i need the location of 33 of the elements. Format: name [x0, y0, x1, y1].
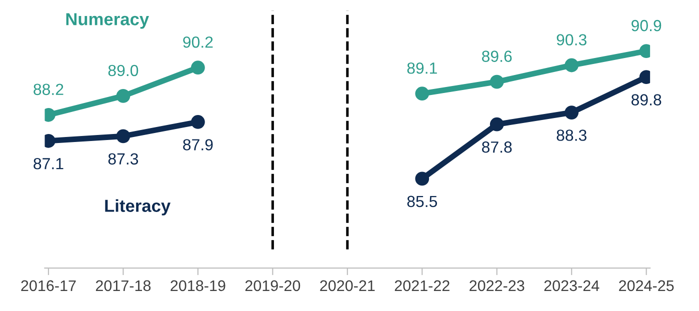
data-label: 89.6	[482, 50, 512, 62]
data-label: 88.3	[556, 130, 586, 141]
data-label: 85.5	[407, 196, 438, 208]
point	[116, 89, 130, 103]
data-label: 87.1	[34, 158, 64, 170]
x-tick-label: 2019-20	[245, 280, 300, 292]
point	[415, 86, 430, 101]
x-tick-label: 2018-19	[170, 280, 226, 292]
data-label: 87.9	[183, 139, 213, 150]
data-label: 88.2	[34, 84, 64, 96]
x-tick-label: 2017-18	[96, 280, 151, 292]
point	[415, 172, 430, 186]
point	[564, 106, 579, 120]
data-label: 87.8	[482, 141, 512, 153]
x-tick-label: 2024-25	[619, 280, 674, 292]
data-label: 89.8	[631, 94, 662, 106]
x-tick-label: 2022-23	[470, 280, 524, 292]
point	[190, 60, 205, 75]
data-label: 90.9	[632, 20, 662, 32]
x-tick-label: 2016-17	[21, 280, 76, 292]
text: Literacy	[105, 199, 171, 216]
point	[564, 58, 579, 72]
point	[490, 74, 504, 89]
point	[490, 117, 504, 132]
data-label: 89.1	[407, 62, 437, 74]
x-tick-label: 2021-22	[394, 280, 450, 292]
data-label: 89.0	[108, 64, 138, 76]
data-label: 90.3	[556, 34, 586, 46]
x-tick-label: 2020-21	[320, 280, 375, 292]
data-label: 90.2	[183, 36, 213, 48]
x-tick-label: 2023-24	[544, 280, 600, 292]
text: Numeracy	[66, 13, 150, 29]
data-label: 87.3	[108, 153, 138, 165]
